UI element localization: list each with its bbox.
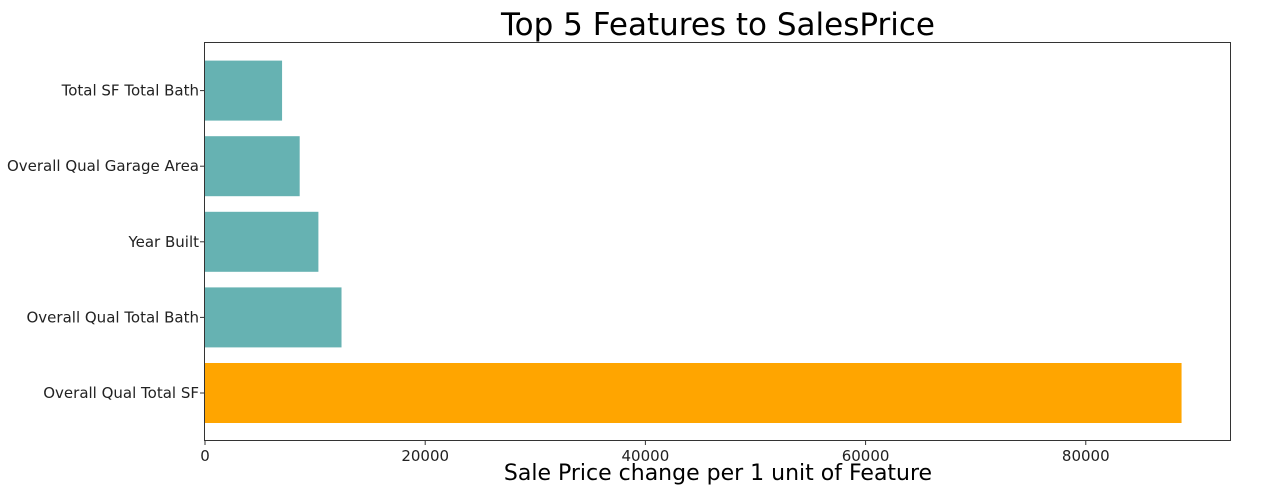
x-axis: 0 20000 40000 60000 80000 [200,440,1110,465]
chart-title: Top 5 Features to SalesPrice [500,7,935,43]
y-tick-label: Overall Qual Garage Area [7,157,199,175]
y-tick-label: Overall Qual Total Bath [27,308,200,326]
y-axis: Overall Qual Total SF Overall Qual Total … [7,82,205,402]
x-tick-label: 20000 [401,447,449,465]
x-axis-label: Sale Price change per 1 unit of Feature [504,461,932,486]
bar [205,136,300,197]
bar [205,211,319,272]
bar [205,60,283,121]
bar [205,363,1182,423]
x-tick-label: 40000 [622,447,670,465]
bar [205,287,342,348]
y-tick-label: Total SF Total Bath [61,82,199,100]
x-tick-label: 80000 [1062,447,1110,465]
y-tick-label: Year Built [127,233,199,251]
x-tick-label: 60000 [842,447,890,465]
bars-layer [205,60,1182,423]
y-tick-label: Overall Qual Total SF [43,384,199,402]
x-tick-label: 0 [200,447,210,465]
